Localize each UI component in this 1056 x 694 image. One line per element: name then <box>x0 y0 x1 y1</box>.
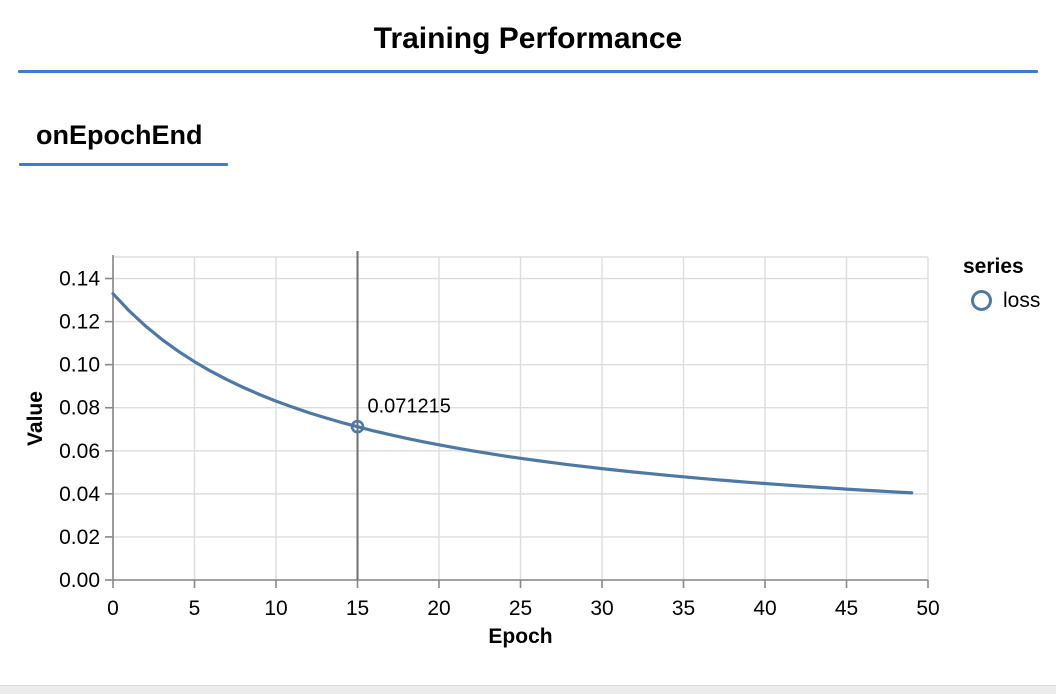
x-tick-label: 40 <box>753 597 776 620</box>
x-tick-label: 30 <box>590 597 613 620</box>
y-tick-label: 0.12 <box>59 311 100 334</box>
tooltip-value: 0.071215 <box>368 396 451 418</box>
title-divider <box>18 70 1038 73</box>
y-tick-label: 0.02 <box>59 526 100 549</box>
page-title: Training Performance <box>373 22 683 55</box>
y-tick-label: 0.06 <box>59 440 100 463</box>
section-heading: onEpochEnd <box>36 120 203 150</box>
legend-item-loss[interactable]: loss <box>969 288 1040 313</box>
legend-item-label: loss <box>1003 288 1041 312</box>
loss-series-marker-icon <box>971 290 992 311</box>
x-tick-label: 20 <box>427 597 450 620</box>
chart-legend: series loss <box>963 255 1040 313</box>
y-tick-label: 0.08 <box>59 397 100 420</box>
x-axis-title: Epoch <box>488 625 552 648</box>
loss-curve <box>111 292 914 495</box>
x-tick-label: 0 <box>107 597 119 620</box>
x-tick-label: 45 <box>835 597 858 620</box>
x-tick-label: 5 <box>189 597 201 620</box>
y-tick-label: 0.00 <box>59 569 100 592</box>
section-heading-underline <box>19 163 228 166</box>
legend-title: series <box>963 255 1024 278</box>
x-tick-label: 50 <box>916 597 939 620</box>
performance-line-chart[interactable]: 0.00 0.02 0.04 0.06 0.08 0.10 0.12 0.14 0 5 10 15 20… <box>0 22 1056 694</box>
highlighted-point[interactable] <box>350 419 365 434</box>
x-tick-label: 15 <box>346 597 369 620</box>
y-tick-label: 0.10 <box>59 354 100 377</box>
y-tick-label: 0.04 <box>59 483 100 506</box>
y-axis-title: Value <box>24 391 47 446</box>
page-bottom-edge <box>0 685 1056 694</box>
x-tick-label: 10 <box>264 597 287 620</box>
x-tick-label: 35 <box>672 597 695 620</box>
y-tick-label: 0.14 <box>59 268 100 291</box>
x-tick-label: 25 <box>509 597 532 620</box>
